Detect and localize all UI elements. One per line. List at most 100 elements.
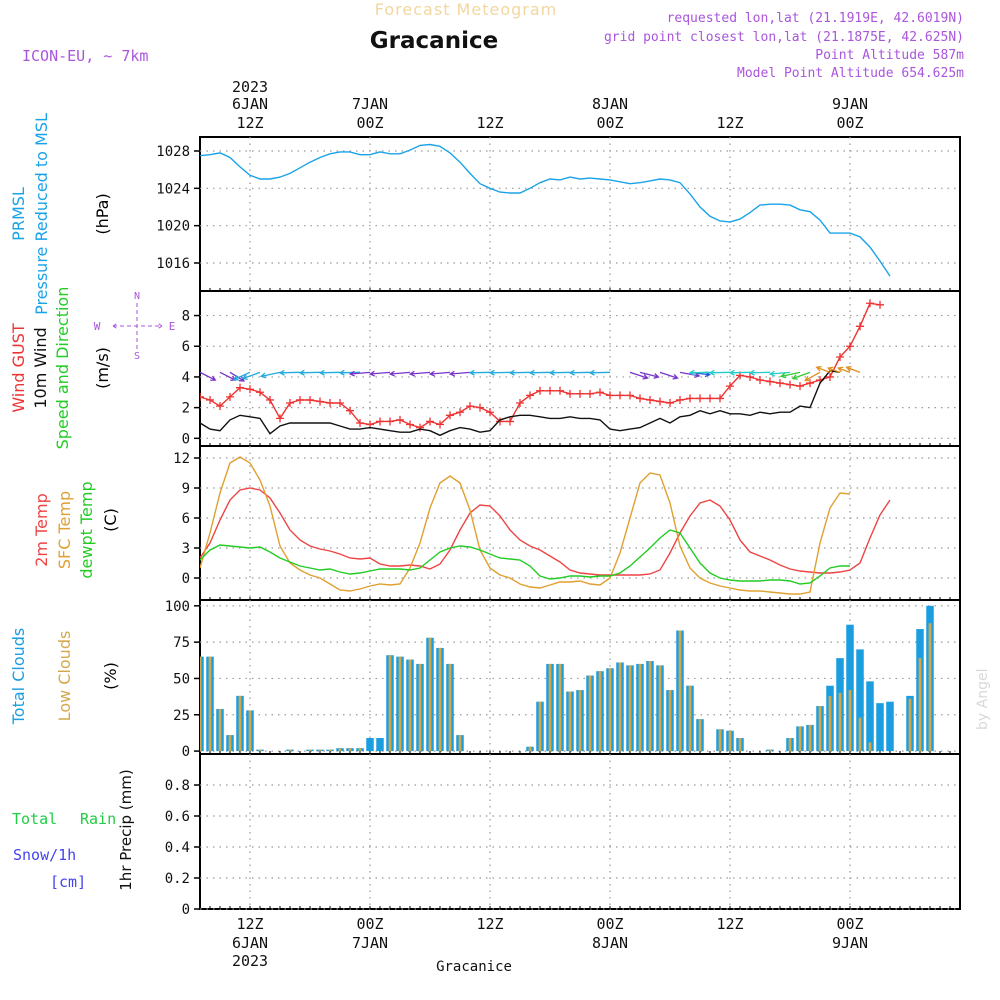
gust-marker — [846, 342, 854, 351]
y-tick-label: 1016 — [156, 256, 190, 272]
low-cloud-bar — [548, 663, 552, 752]
temp2m-label: 2m Temp — [32, 493, 51, 567]
gust-marker — [426, 417, 434, 426]
wind-line — [200, 370, 841, 437]
wind-arrow — [508, 369, 531, 376]
point-altitude: Point Altitude 587m — [815, 48, 964, 63]
snow-unit: [cm] — [50, 873, 86, 891]
gust-marker — [596, 388, 604, 397]
panels-group: 1016 1020 1024 1028 0 2 4 6 8 0 3 6 9 12 0 25 50 75 100 0 0.… — [9, 113, 961, 918]
requested-coords: requested lon,lat (21.1919E, 42.6019N) — [667, 11, 964, 26]
low-cloud-bar — [728, 730, 732, 752]
total-cloud-bar — [376, 738, 384, 752]
gust-marker — [826, 372, 834, 381]
gust-marker — [226, 392, 234, 401]
total-cloud-bar — [876, 703, 884, 752]
low-cloud-bar — [928, 623, 932, 752]
y-tick-label: 50 — [173, 671, 190, 687]
compass-e: E — [169, 320, 176, 333]
gust-marker — [656, 397, 664, 406]
gust-marker — [286, 399, 294, 408]
wind-arrow — [318, 369, 341, 376]
gust-marker — [296, 395, 304, 404]
gust-marker — [476, 403, 484, 412]
wind-arrow — [232, 371, 251, 381]
gust-marker — [466, 402, 474, 411]
panel-labels: PRMSL Pressure Reduced to MSL (hPa) Wind GU… — [9, 113, 175, 891]
total-cloud-bar — [200, 656, 204, 752]
gust-marker — [516, 399, 524, 408]
wind-arrow — [836, 366, 851, 373]
low-cloud-bar — [338, 748, 342, 752]
y-tick-label: 0.8 — [165, 778, 190, 794]
gust-marker — [866, 299, 874, 308]
top-hour-label: 12Z — [476, 114, 503, 132]
gust-marker — [416, 423, 424, 432]
low-cloud-bar — [228, 735, 232, 752]
y-tick-label: 0.4 — [165, 840, 190, 856]
wind-arrow — [241, 371, 261, 380]
gust-marker — [616, 391, 624, 400]
bottom-date-label: 9JAN — [832, 934, 868, 952]
low-clouds-label: Low Clouds — [55, 631, 74, 722]
gust-marker — [396, 415, 404, 424]
low-cloud-bar — [348, 748, 352, 752]
wind-arrow — [815, 365, 831, 373]
top-date-label: 8JAN — [592, 95, 628, 113]
gust-marker — [696, 394, 704, 403]
low-cloud-bar — [848, 690, 852, 752]
low-cloud-bar — [258, 749, 262, 752]
gust-marker — [646, 395, 654, 404]
y-tick-label: 6 — [182, 511, 190, 527]
pressure-unit: (hPa) — [93, 193, 112, 234]
gust-marker — [726, 382, 734, 391]
clouds-unit: (%) — [101, 662, 120, 690]
low-cloud-bar — [668, 690, 672, 752]
wind-arrow — [728, 369, 751, 376]
gust-marker — [356, 418, 364, 427]
bottom-hour-label: 00Z — [356, 915, 383, 933]
gust-marker — [586, 389, 594, 398]
wind-arrow — [388, 370, 411, 377]
gust-marker — [386, 417, 394, 426]
gust-marker — [526, 391, 534, 400]
gust-marker — [766, 377, 774, 386]
low-cloud-bar — [608, 668, 612, 752]
gust-marker — [706, 394, 714, 403]
gust-marker — [336, 399, 344, 408]
gust-marker — [636, 394, 644, 403]
low-cloud-bar — [448, 663, 452, 752]
top-hour-label: 12Z — [716, 114, 743, 132]
low-cloud-bar — [768, 749, 772, 752]
wind-arrow — [588, 369, 611, 376]
wind-10m-label: 10m Wind — [31, 327, 50, 408]
total-clouds-label: Total Clouds — [9, 628, 28, 726]
gust-marker — [456, 408, 464, 417]
wind-arrow — [748, 369, 771, 376]
low-cloud-bar — [528, 746, 532, 752]
low-cloud-bar — [398, 656, 402, 752]
y-tick-label: 2 — [182, 401, 190, 417]
low-cloud-bar — [738, 738, 742, 752]
gust-marker — [556, 386, 564, 395]
gust-marker — [216, 402, 224, 411]
bottom-hour-label: 12Z — [236, 915, 263, 933]
sfc-temp-label: SFC Temp — [55, 491, 74, 569]
y-tick-label: 0 — [182, 902, 190, 918]
low-cloud-bar — [588, 675, 592, 752]
gust-marker — [756, 376, 764, 385]
forecast-title: Forecast Meteogram — [375, 0, 557, 19]
snow-label: Snow/1h — [13, 846, 76, 864]
dewpt-label: dewpt Temp — [77, 481, 96, 578]
y-tick-label: 100 — [165, 599, 190, 615]
compass-cross-icon — [112, 303, 163, 350]
low-cloud-bar — [658, 665, 662, 752]
low-cloud-bar — [438, 647, 442, 752]
low-cloud-bar — [868, 742, 872, 752]
low-cloud-bar — [288, 749, 292, 752]
y-tick-label: 1024 — [156, 181, 190, 197]
low-cloud-bar — [858, 717, 862, 752]
temp-unit: (C) — [101, 508, 120, 532]
y-tick-label: 1020 — [156, 219, 190, 235]
